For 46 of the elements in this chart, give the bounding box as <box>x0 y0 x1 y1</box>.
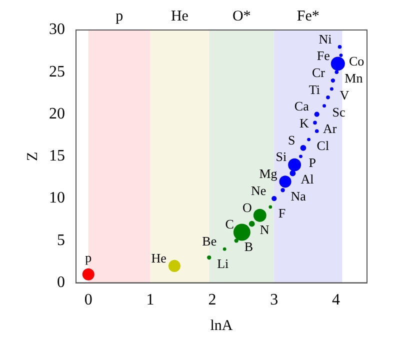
annotation: N <box>260 222 270 238</box>
y-tick-label: 0 <box>57 274 65 292</box>
y-tick-label: 20 <box>49 105 65 122</box>
band-label: Fe* <box>296 8 320 24</box>
annotation: V <box>340 87 350 102</box>
band-label: O* <box>232 8 251 24</box>
annotation: S <box>288 132 296 148</box>
annotation: Sc <box>332 104 346 120</box>
y-tick-label: 15 <box>49 148 65 165</box>
annotation: Cl <box>316 138 330 153</box>
annotation: Ni <box>318 31 332 46</box>
annotation: P <box>308 154 316 170</box>
band-label: p <box>116 8 124 24</box>
annotation: K <box>299 116 310 131</box>
y-tick-label: 5 <box>57 232 65 249</box>
annotation: Mg <box>259 166 278 182</box>
x-tick-label: 4 <box>332 292 340 309</box>
annotation: He <box>151 250 167 266</box>
annotation: Ti <box>308 82 320 97</box>
annotation: O <box>242 200 252 215</box>
annotation: Si <box>276 149 287 164</box>
annotation: Li <box>217 256 230 271</box>
annotation: Ne <box>250 182 266 198</box>
y-tick-label: 25 <box>49 63 65 80</box>
annotation: Ar <box>322 121 338 136</box>
y-tick-label: 30 <box>49 21 65 38</box>
band-label: He <box>170 8 189 24</box>
annotation: Co <box>348 54 364 69</box>
annotation: Cr <box>312 64 326 80</box>
annotation: Mn <box>344 70 364 86</box>
annotation: Fe <box>316 48 330 64</box>
annotation: Be <box>202 234 217 249</box>
x-tick-label: 2 <box>208 292 216 309</box>
annotation: p <box>85 250 92 265</box>
x-tick-label: 3 <box>270 292 278 309</box>
annotation: Ca <box>294 98 310 114</box>
y-axis-title: Z <box>24 152 41 161</box>
x-tick-label: 1 <box>146 292 154 309</box>
annotation: F <box>278 205 286 220</box>
x-tick-label: 0 <box>84 292 92 309</box>
y-tick-label: 10 <box>49 190 65 207</box>
annotation: C <box>225 216 234 232</box>
x-axis-title: lnA <box>210 318 233 334</box>
annotation: Al <box>300 172 314 187</box>
annotation: B <box>244 239 254 254</box>
annotation: Na <box>290 188 306 204</box>
